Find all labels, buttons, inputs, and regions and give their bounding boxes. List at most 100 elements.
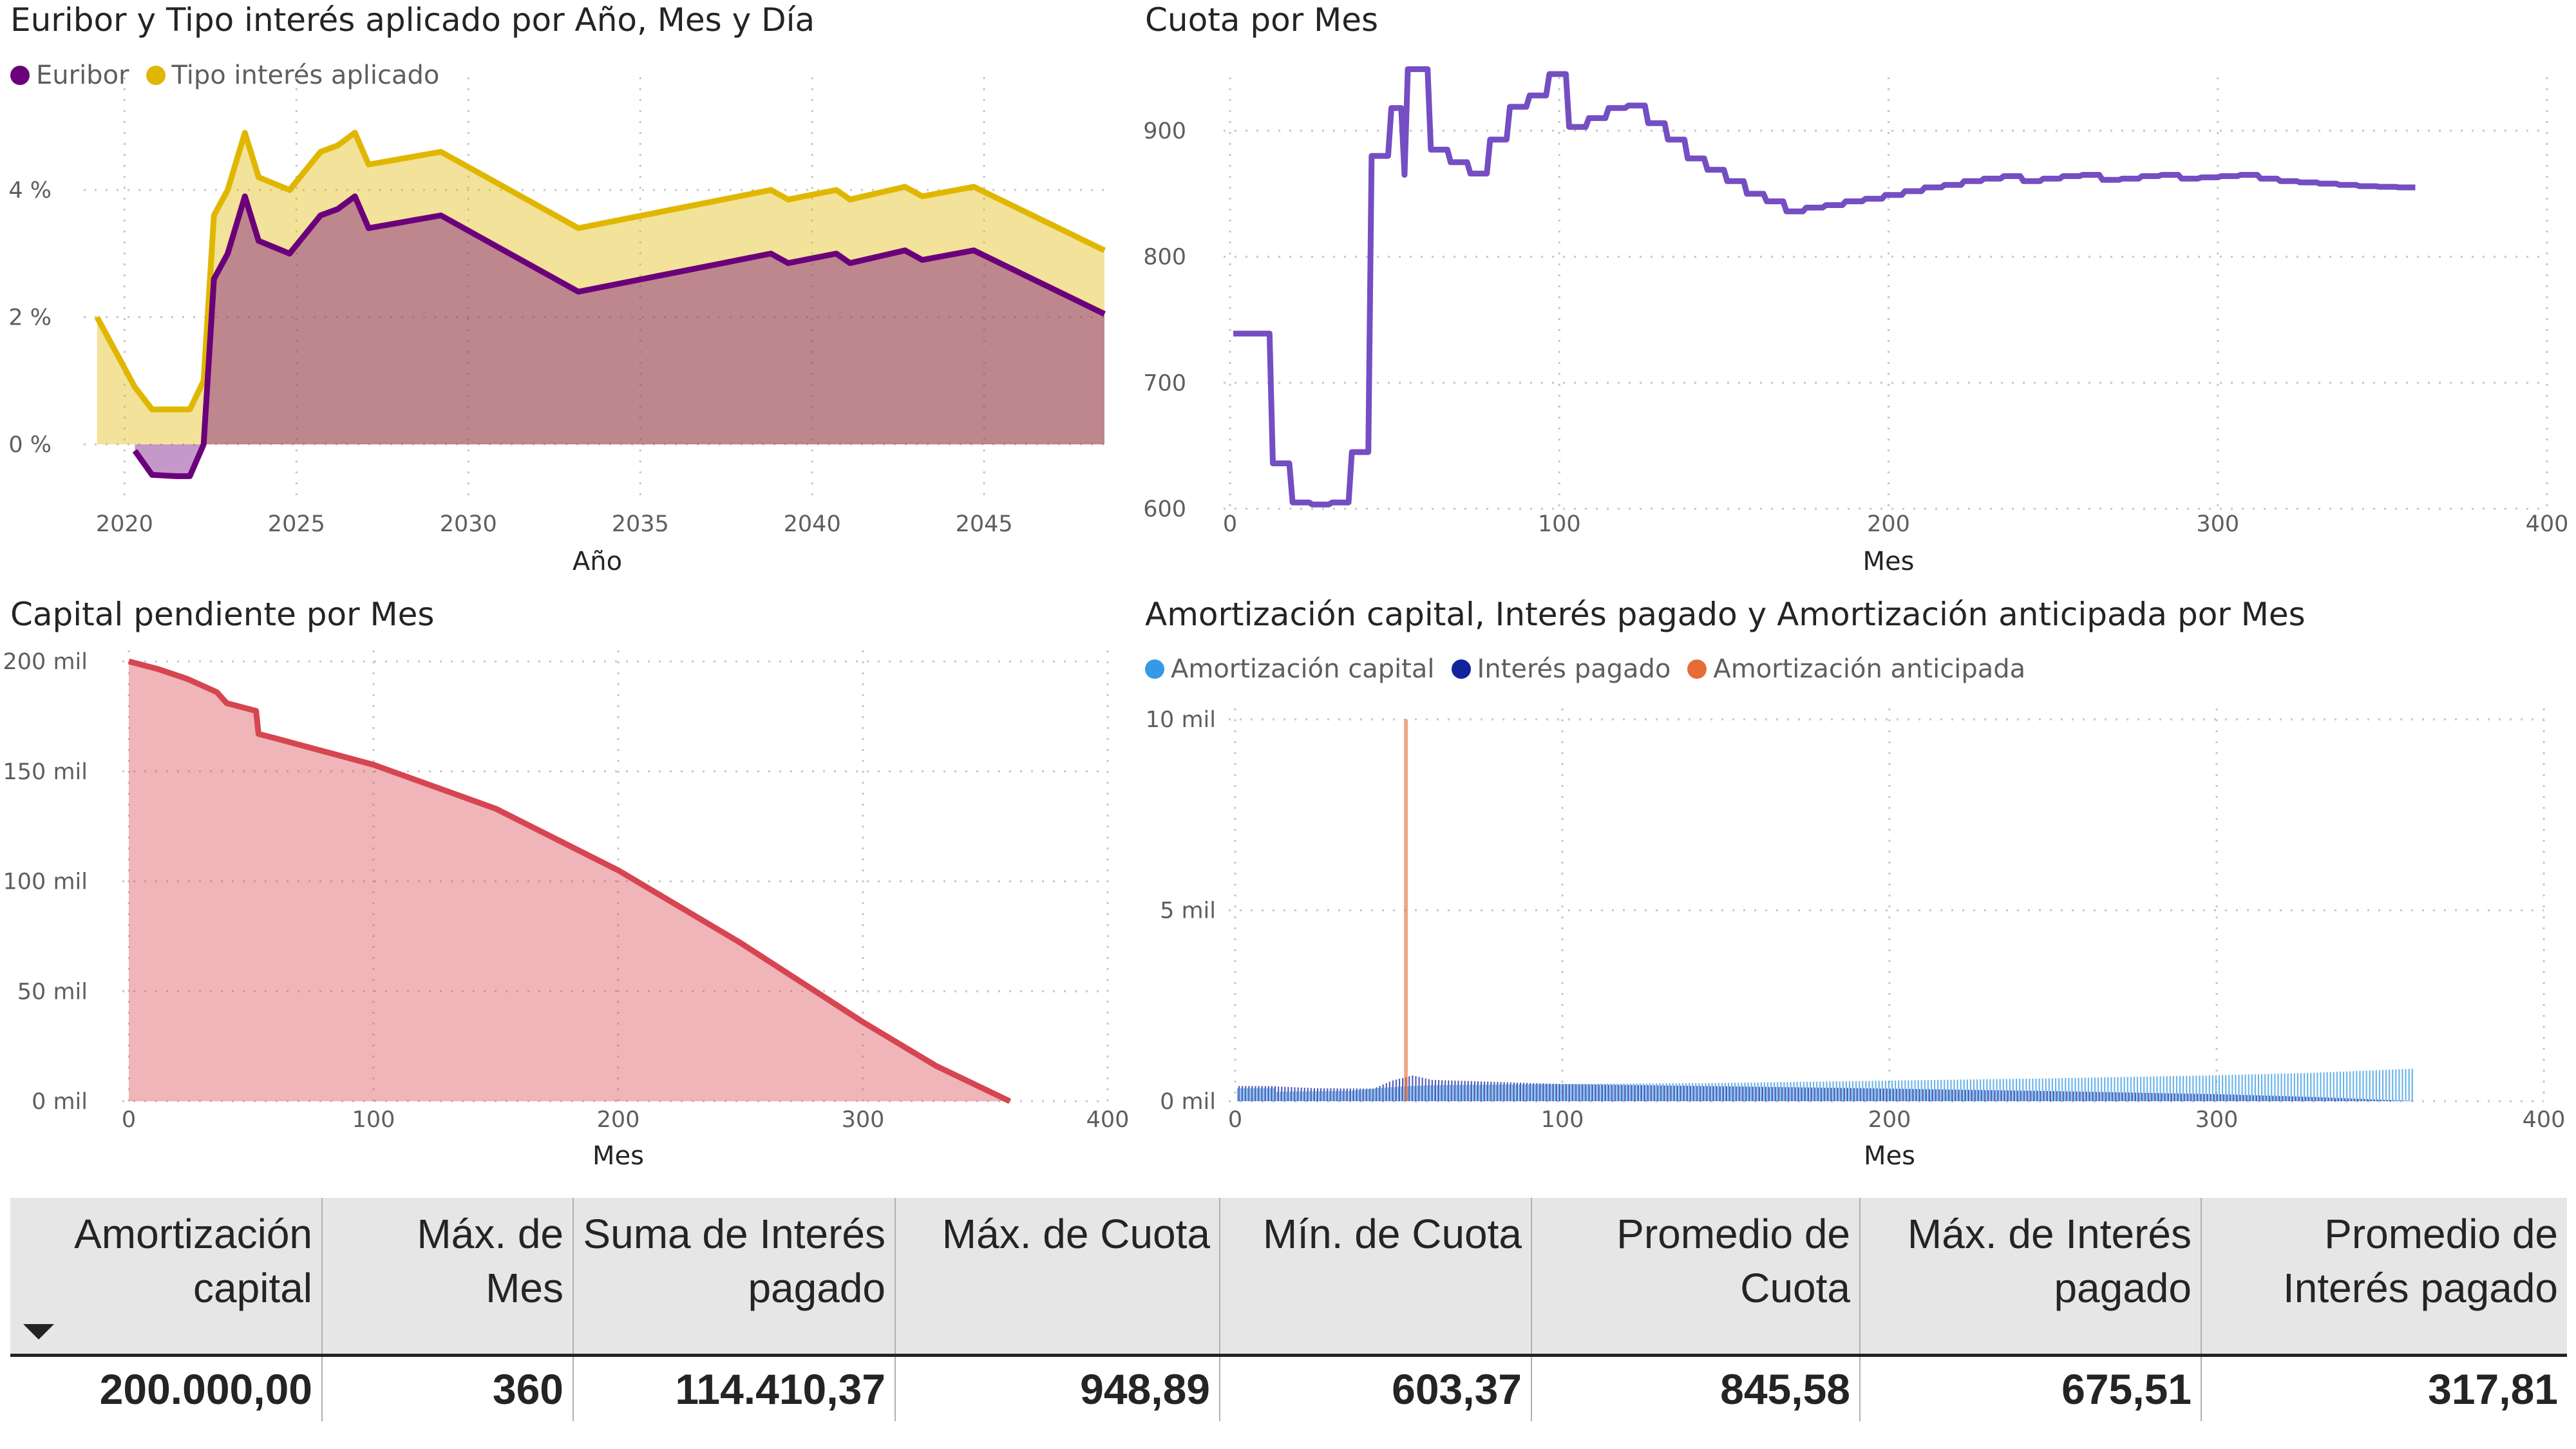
bar-interes-pagado [1363,1088,1365,1101]
bar-amortizacion-capital [2087,1077,2089,1101]
y-tick-label: 10 mil [1146,707,1216,733]
bar-amortizacion-capital [1760,1082,1762,1101]
bar-interes-pagado [1242,1086,1244,1101]
bars-interes-pagado [1238,1075,2414,1101]
legend-dot-euribor [10,66,30,85]
bar-interes-pagado [1906,1088,1908,1101]
bar-amortizacion-capital [1397,1086,1399,1101]
chart1-euribor-tipo[interactable]: 2020 2025 2030 2035 2040 2045 0 % 2 % 4 % Año [0,0,1146,592]
header-promedio-cuota[interactable]: Promedio de Cuota [1531,1198,1861,1356]
bar-amortizacion-capital [1734,1083,1736,1101]
bar-interes-pagado [1876,1088,1878,1101]
bar-amortizacion-capital [1365,1089,1367,1101]
bar-interes-pagado [1303,1088,1305,1101]
bar-interes-pagado [2321,1097,2323,1101]
header-min-cuota[interactable]: Mín. de Cuota [1220,1198,1532,1356]
bar-interes-pagado [1264,1086,1266,1101]
bar-amortizacion-capital [2038,1078,2040,1101]
bar-interes-pagado [1333,1088,1335,1101]
bar-interes-pagado [1267,1086,1269,1101]
bar-interes-pagado [1434,1079,1437,1101]
bar-interes-pagado [1605,1084,1607,1101]
bar-interes-pagado [1948,1089,1950,1101]
bar-amortizacion-capital [1865,1081,1867,1101]
bar-amortizacion-capital [1698,1083,1700,1101]
bar-interes-pagado [1356,1088,1358,1101]
bar-amortizacion-capital [2359,1070,2361,1101]
bar-interes-pagado [2174,1093,2176,1101]
bar-interes-pagado [1886,1088,1888,1101]
legend-item-tipo[interactable]: Tipo interés aplicado [146,61,439,90]
bar-interes-pagado [1647,1085,1649,1101]
bar-interes-pagado [1821,1087,1823,1101]
bar-amortizacion-capital [1305,1091,1307,1101]
bar-interes-pagado [1935,1089,1937,1101]
bar-amortizacion-capital [2199,1075,2201,1101]
bar-interes-pagado [2154,1093,2156,1101]
x-tick-label: 200 [597,1107,640,1133]
legend-item-interes-pagado[interactable]: Interés pagado [1451,654,1671,684]
bar-amortizacion-capital [1387,1087,1389,1101]
bar-amortizacion-capital [2032,1078,2034,1101]
bar-amortizacion-capital [1917,1080,1919,1101]
bar-interes-pagado [1837,1088,1839,1101]
header-max-cuota[interactable]: Máx. de Cuota [895,1198,1220,1356]
bar-amortizacion-capital [1574,1084,1576,1101]
bar-amortizacion-capital [1731,1083,1733,1101]
bar-interes-pagado [2161,1093,2163,1101]
bar-amortizacion-capital [1665,1083,1667,1101]
bar-amortizacion-capital [1927,1080,1929,1101]
bar-amortizacion-capital [1273,1088,1274,1101]
bar-amortizacion-capital [2401,1069,2403,1101]
header-amortizacion-capital[interactable]: Amortización capital [10,1198,323,1356]
bar-interes-pagado [1516,1083,1519,1101]
bar-amortizacion-capital [1966,1079,1968,1101]
header-max-interes[interactable]: Máx. de Interés pagado [1860,1198,2202,1356]
bar-interes-pagado [2217,1094,2219,1101]
bar-amortizacion-capital [1714,1083,1716,1101]
bar-interes-pagado [1729,1086,1731,1101]
header-max-mes[interactable]: Máx. de Mes [322,1198,574,1356]
header-promedio-interes[interactable]: Promedio de Interés pagado [2201,1198,2567,1356]
bar-interes-pagado [1467,1081,1469,1101]
bar-interes-pagado [1640,1085,1643,1101]
bar-interes-pagado [1637,1084,1639,1101]
bar-interes-pagado [2010,1090,2012,1101]
bar-interes-pagado [1748,1086,1750,1101]
bar-amortizacion-capital [1832,1081,1834,1101]
bar-amortizacion-capital [2065,1078,2067,1101]
bar-amortizacion-capital [1803,1081,1804,1101]
bar-amortizacion-capital [1538,1084,1540,1101]
bar-amortizacion-capital [1515,1084,1517,1101]
bar-amortizacion-capital [1335,1091,1337,1101]
bar-interes-pagado [1631,1084,1633,1101]
bar-interes-pagado [1971,1090,1973,1101]
bar-amortizacion-capital [2297,1073,2298,1101]
bar-amortizacion-capital [2051,1078,2053,1101]
header-suma-interes[interactable]: Suma de Interés pagado [573,1198,896,1356]
bar-interes-pagado [1673,1085,1675,1101]
bar-interes-pagado [1680,1085,1682,1101]
bar-interes-pagado [1866,1088,1868,1101]
legend-item-amort-anticipada[interactable]: Amortización anticipada [1687,654,2025,684]
bar-amortizacion-capital [2022,1079,2024,1101]
chart2-cuota[interactable]: 0 100 200 300 400 600 700 800 900 Mes [0,0,2576,592]
bar-interes-pagado [1785,1087,1786,1101]
bar-amortizacion-capital [1786,1082,1788,1101]
chart4-amortizacion[interactable]: 0 100 200 300 400 0 mil 5 mil 10 mil Mes [0,0,2576,1191]
bar-interes-pagado [2226,1094,2228,1101]
legend-item-euribor[interactable]: Euribor [10,61,129,90]
bar-amortizacion-capital [2211,1075,2213,1101]
bar-interes-pagado [1372,1088,1374,1101]
sort-descending-icon[interactable] [23,1324,54,1340]
bar-interes-pagado [1781,1087,1783,1101]
bar-amortizacion-capital [1345,1090,1347,1101]
bar-interes-pagado [1772,1086,1774,1101]
bar-amortizacion-capital [1286,1091,1288,1101]
x-tick-label: 400 [2523,1107,2566,1133]
bar-amortizacion-capital [1603,1083,1605,1101]
legend-item-amort-capital[interactable]: Amortización capital [1145,654,1435,684]
bar-interes-pagado [1359,1088,1361,1101]
bar-amortizacion-capital [1937,1079,1939,1101]
chart3-capital[interactable]: 0 100 200 300 400 0 mil 50 mil 100 mil 150 mil 20… [0,0,1146,1191]
